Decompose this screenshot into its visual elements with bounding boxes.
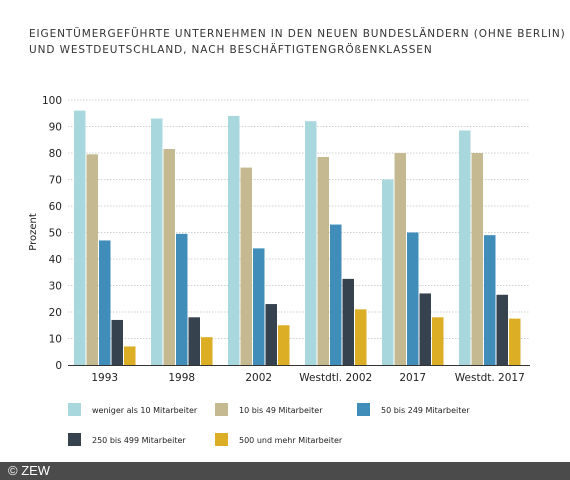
x-tick-label: Westdt. 2017 — [455, 372, 525, 384]
bar-50-bis-249-mitarbeiter — [330, 224, 342, 365]
x-tick-label: 1998 — [168, 372, 195, 384]
bar-weniger-als-10-mitarbeiter — [151, 118, 163, 365]
bar-weniger-als-10-mitarbeiter — [305, 121, 317, 365]
copyright-bar: © ZEW — [0, 462, 570, 480]
y-tick-label: 10 — [49, 334, 62, 346]
y-tick-label: 70 — [49, 175, 62, 187]
bar-250-bis-499-mitarbeiter — [342, 278, 354, 365]
bar-500-und-mehr-mitarbeiter — [432, 317, 444, 365]
y-tick-label: 60 — [49, 201, 62, 213]
x-tick-label: 2017 — [399, 372, 426, 384]
bar-250-bis-499-mitarbeiter — [265, 304, 277, 365]
bar-250-bis-499-mitarbeiter — [188, 317, 200, 365]
y-tick-label: 90 — [49, 122, 62, 134]
bar-500-und-mehr-mitarbeiter — [355, 309, 367, 365]
bar-10-bis-49-mitarbeiter — [317, 156, 329, 365]
legend-swatch — [215, 403, 228, 416]
legend-label: 50 bis 249 Mitarbeiter — [381, 406, 470, 415]
legend-swatch — [68, 433, 81, 446]
bar-500-und-mehr-mitarbeiter — [278, 325, 290, 365]
y-tick-label: 40 — [49, 254, 62, 266]
bar-10-bis-49-mitarbeiter — [394, 153, 406, 365]
y-tick-label: 50 — [49, 228, 62, 240]
bar-weniger-als-10-mitarbeiter — [74, 110, 86, 365]
bar-10-bis-49-mitarbeiter — [163, 149, 175, 365]
y-tick-label: 80 — [49, 148, 62, 160]
bar-50-bis-249-mitarbeiter — [253, 248, 265, 365]
bar-10-bis-49-mitarbeiter — [240, 167, 252, 365]
bar-50-bis-249-mitarbeiter — [407, 232, 419, 365]
y-axis-label: Prozent — [28, 213, 39, 251]
x-tick-label: 1993 — [91, 372, 118, 384]
chart-title-line-2: UND WESTDEUTSCHLAND, NACH BESCHÄFTIGTENG… — [29, 44, 433, 56]
legend-label: 250 bis 499 Mitarbeiter — [92, 436, 186, 445]
bar-weniger-als-10-mitarbeiter — [459, 130, 471, 365]
bar-50-bis-249-mitarbeiter — [484, 235, 496, 365]
bar-500-und-mehr-mitarbeiter — [201, 337, 213, 365]
legend-swatch — [215, 433, 228, 446]
legend-swatch — [357, 403, 370, 416]
legend-label: weniger als 10 Mitarbeiter — [92, 406, 198, 415]
bar-50-bis-249-mitarbeiter — [176, 233, 188, 365]
y-tick-label: 20 — [49, 307, 62, 319]
bar-500-und-mehr-mitarbeiter — [124, 346, 136, 365]
bar-500-und-mehr-mitarbeiter — [509, 318, 521, 365]
bar-weniger-als-10-mitarbeiter — [228, 115, 240, 366]
y-tick-label: 0 — [55, 360, 62, 372]
legend-label: 500 und mehr Mitarbeiter — [239, 436, 343, 445]
bar-250-bis-499-mitarbeiter — [111, 319, 123, 365]
x-tick-label: Westdtl. 2002 — [299, 372, 372, 384]
bar-250-bis-499-mitarbeiter — [419, 293, 431, 365]
y-tick-label: 30 — [49, 281, 62, 293]
legend-swatch — [68, 403, 81, 416]
legend-label: 10 bis 49 Mitarbeiter — [239, 406, 323, 415]
y-tick-label: 100 — [42, 95, 62, 107]
bar-weniger-als-10-mitarbeiter — [382, 179, 394, 365]
bar-chart: 0 10 20 30 40 50 60 70 80 90 100 Prozent 1993 1998 200… — [28, 95, 530, 446]
chart-title-line-1: EIGENTÜMERGEFÜHRTE UNTERNEHMEN IN DEN NE… — [29, 28, 566, 40]
bar-250-bis-499-mitarbeiter — [496, 294, 508, 365]
copyright-text: © ZEW — [8, 463, 51, 478]
bar-10-bis-49-mitarbeiter — [471, 153, 483, 365]
bar-10-bis-49-mitarbeiter — [86, 154, 98, 365]
chart-title: EIGENTÜMERGEFÜHRTE UNTERNEHMEN IN DEN NE… — [29, 26, 566, 58]
bar-50-bis-249-mitarbeiter — [99, 240, 111, 365]
x-tick-label: 2002 — [245, 372, 272, 384]
